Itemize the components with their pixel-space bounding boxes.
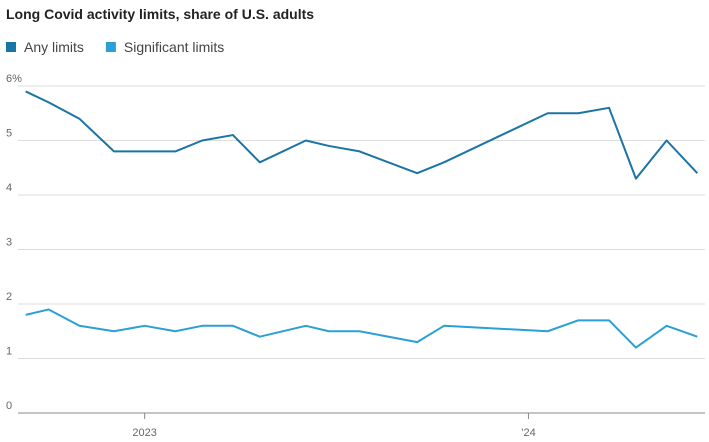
line xyxy=(25,308,698,349)
legend-swatch xyxy=(6,42,16,52)
y-tick-label: 3 xyxy=(6,237,12,249)
x-tick-label: 2023 xyxy=(132,427,156,439)
y-tick-label: 4 xyxy=(6,182,12,194)
chart-title: Long Covid activity limits, share of U.S… xyxy=(6,6,314,22)
legend-label: Any limits xyxy=(24,39,84,55)
x-tick-label: ’24 xyxy=(521,427,536,439)
y-tick-label: 2 xyxy=(6,291,12,303)
y-tick-label: 6% xyxy=(6,73,22,85)
line xyxy=(25,90,699,180)
legend-swatch xyxy=(105,42,116,52)
legend-label: Significant limits xyxy=(124,39,224,55)
y-tick-label: 0 xyxy=(6,400,12,412)
y-tick-label: 1 xyxy=(6,346,12,358)
y-tick-label: 5 xyxy=(6,128,12,140)
